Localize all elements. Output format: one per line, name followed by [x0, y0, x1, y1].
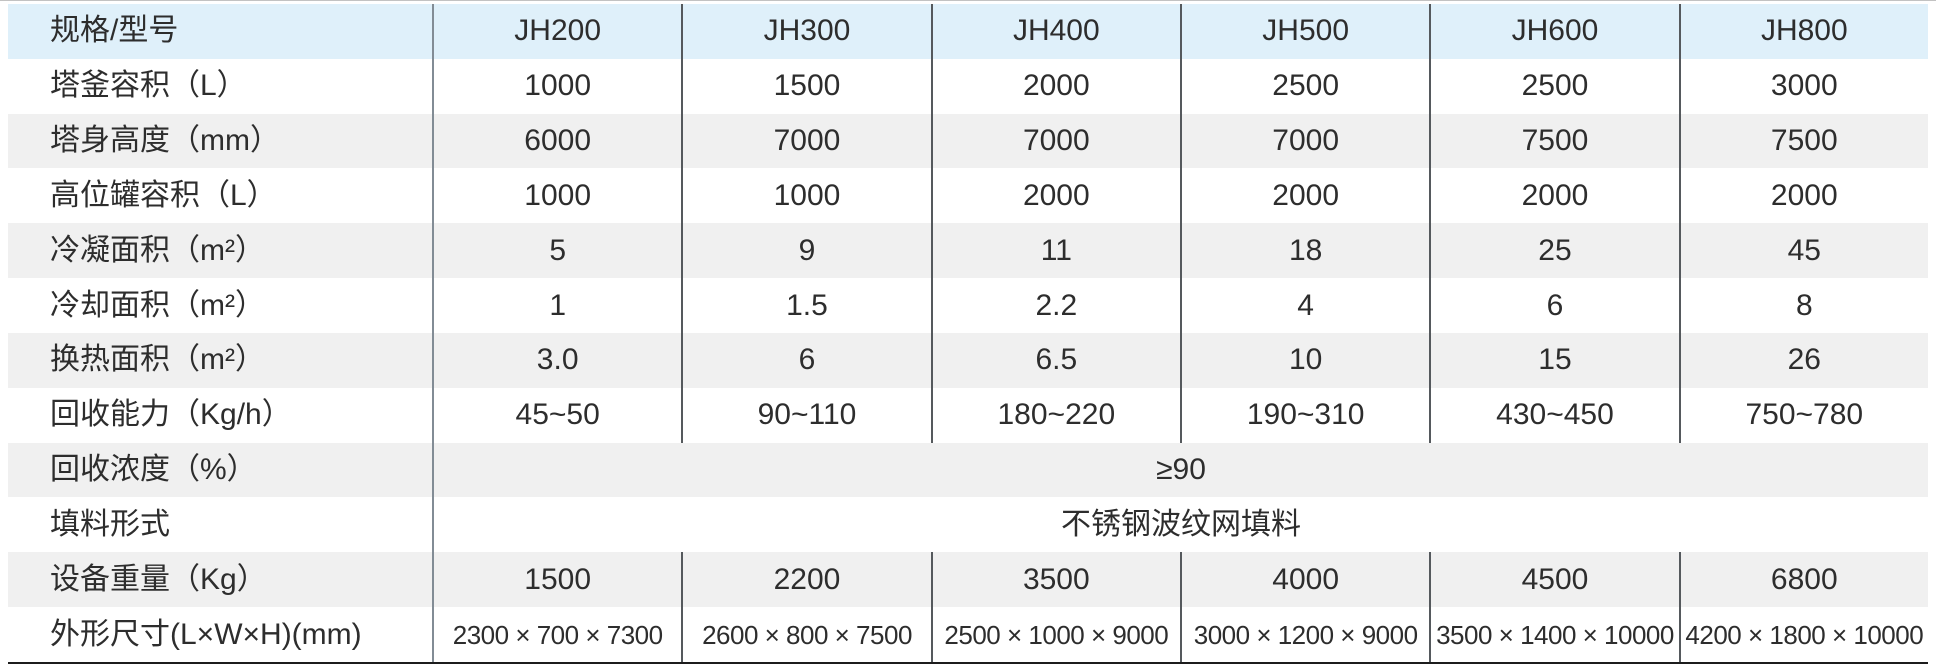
cell-value: 1000: [432, 58, 681, 114]
cell-value: 1000: [432, 168, 681, 224]
cell-value: 1500: [681, 58, 930, 114]
table-row-tank-volume: 塔釜容积（L） 1000 1500 2000 2500 2500 3000: [8, 58, 1928, 114]
row-label: 回收能力（Kg/h）: [50, 398, 292, 432]
cell-value: 1.5: [681, 278, 930, 333]
cell-value: 25: [1429, 223, 1678, 279]
cell-value: 2600 × 800 × 7500: [681, 607, 930, 662]
cell-value: 2300 × 700 × 7300: [432, 607, 681, 662]
cell-value: 4500: [1429, 552, 1678, 608]
cell-value: 2000: [930, 168, 1180, 224]
cell-value: 1500: [432, 552, 681, 608]
specification-table: 规格/型号 JH200 JH300 JH400 JH500 JH600 JH80…: [8, 4, 1928, 664]
cell-value: 4000: [1179, 552, 1429, 608]
cell-value: 2000: [1678, 168, 1928, 224]
cell-span-value: ≥90: [432, 442, 1928, 498]
cell-value: 3500: [930, 552, 1180, 608]
cell-value: 2500: [1429, 58, 1678, 114]
cell-value: 3.0: [432, 332, 681, 388]
cell-value: 190~310: [1179, 387, 1429, 443]
table-row-hightank-volume: 高位罐容积（L） 1000 1000 2000 2000 2000 2000: [8, 168, 1928, 224]
table-row-packing-type: 填料形式 不锈钢波纹网填料: [8, 497, 1928, 553]
row-label: 冷却面积（m²）: [50, 288, 265, 322]
header-spec-model-label: 规格/型号: [50, 14, 179, 48]
cell-value: 2500 × 1000 × 9000: [930, 607, 1180, 662]
cell-value: 7000: [930, 113, 1180, 169]
row-label: 冷凝面积（m²）: [50, 233, 265, 267]
cell-value: 6: [681, 332, 930, 388]
cell-value: 2000: [1179, 168, 1429, 224]
row-label: 换热面积（m²）: [50, 343, 265, 377]
cell-value: 8: [1678, 278, 1928, 333]
cell-value: 6800: [1678, 552, 1928, 608]
cell-value: 2200: [681, 552, 930, 608]
cell-value: 6000: [432, 113, 681, 169]
table-header-row: 规格/型号 JH200 JH300 JH400 JH500 JH600 JH80…: [8, 4, 1928, 59]
cell-value: 4200 × 1800 × 10000: [1678, 607, 1928, 662]
cell-value: 9: [681, 223, 930, 279]
cell-value: 5: [432, 223, 681, 279]
model-header-jh500: JH500: [1179, 4, 1429, 59]
cell-value: 45: [1678, 223, 1928, 279]
cell-value: 11: [930, 223, 1180, 279]
cell-value: 6.5: [930, 332, 1180, 388]
row-label: 设备重量（Kg）: [50, 562, 267, 596]
cell-value: 7500: [1429, 113, 1678, 169]
cell-value: 430~450: [1429, 387, 1678, 443]
cell-value: 6: [1429, 278, 1678, 333]
cell-value: 3000 × 1200 × 9000: [1179, 607, 1429, 662]
cell-value: 7000: [681, 113, 930, 169]
row-label: 塔釜容积（L）: [50, 69, 247, 103]
row-label: 填料形式: [50, 507, 170, 541]
cell-value: 3000: [1678, 58, 1928, 114]
row-label: 高位罐容积（L）: [50, 178, 277, 212]
model-header-jh400: JH400: [930, 4, 1180, 59]
table-row-equipment-weight: 设备重量（Kg） 1500 2200 3500 4000 4500 6800: [8, 552, 1928, 608]
cell-value: 26: [1678, 332, 1928, 388]
cell-value: 7000: [1179, 113, 1429, 169]
cell-value: 750~780: [1678, 387, 1928, 443]
cell-value: 45~50: [432, 387, 681, 443]
cell-value: 10: [1179, 332, 1429, 388]
model-header-jh600: JH600: [1429, 4, 1678, 59]
cell-value: 1000: [681, 168, 930, 224]
cell-value: 2000: [1429, 168, 1678, 224]
table-row-overall-dimensions: 外形尺寸(L×W×H)(mm) 2300 × 700 × 7300 2600 ×…: [8, 607, 1928, 662]
table-row-cooling-area: 冷却面积（m²） 1 1.5 2.2 4 6 8: [8, 278, 1928, 333]
cell-value: 15: [1429, 332, 1678, 388]
table-row-condensing-area: 冷凝面积（m²） 5 9 11 18 25 45: [8, 223, 1928, 279]
model-header-jh800: JH800: [1678, 4, 1928, 59]
cell-span-value: 不锈钢波纹网填料: [432, 497, 1928, 553]
cell-value: 4: [1179, 278, 1429, 333]
cell-value: 2000: [930, 58, 1180, 114]
table-row-recovery-capacity: 回收能力（Kg/h） 45~50 90~110 180~220 190~310 …: [8, 387, 1928, 443]
table-row-tower-height: 塔身高度（mm） 6000 7000 7000 7000 7500 7500: [8, 113, 1928, 169]
cell-value: 7500: [1678, 113, 1928, 169]
cell-value: 18: [1179, 223, 1429, 279]
row-label: 外形尺寸(L×W×H)(mm): [50, 617, 362, 651]
cell-value: 2500: [1179, 58, 1429, 114]
model-header-jh200: JH200: [432, 4, 681, 59]
row-label: 塔身高度（mm）: [50, 124, 280, 158]
table-row-recovery-concentration: 回收浓度（%） ≥90: [8, 442, 1928, 498]
cell-value: 180~220: [930, 387, 1180, 443]
row-label: 回收浓度（%）: [50, 453, 257, 487]
table-row-heat-exchange-area: 换热面积（m²） 3.0 6 6.5 10 15 26: [8, 332, 1928, 388]
cell-value: 1: [432, 278, 681, 333]
model-header-jh300: JH300: [681, 4, 930, 59]
cell-value: 3500 × 1400 × 10000: [1429, 607, 1678, 662]
cell-value: 90~110: [681, 387, 930, 443]
cell-value: 2.2: [930, 278, 1180, 333]
